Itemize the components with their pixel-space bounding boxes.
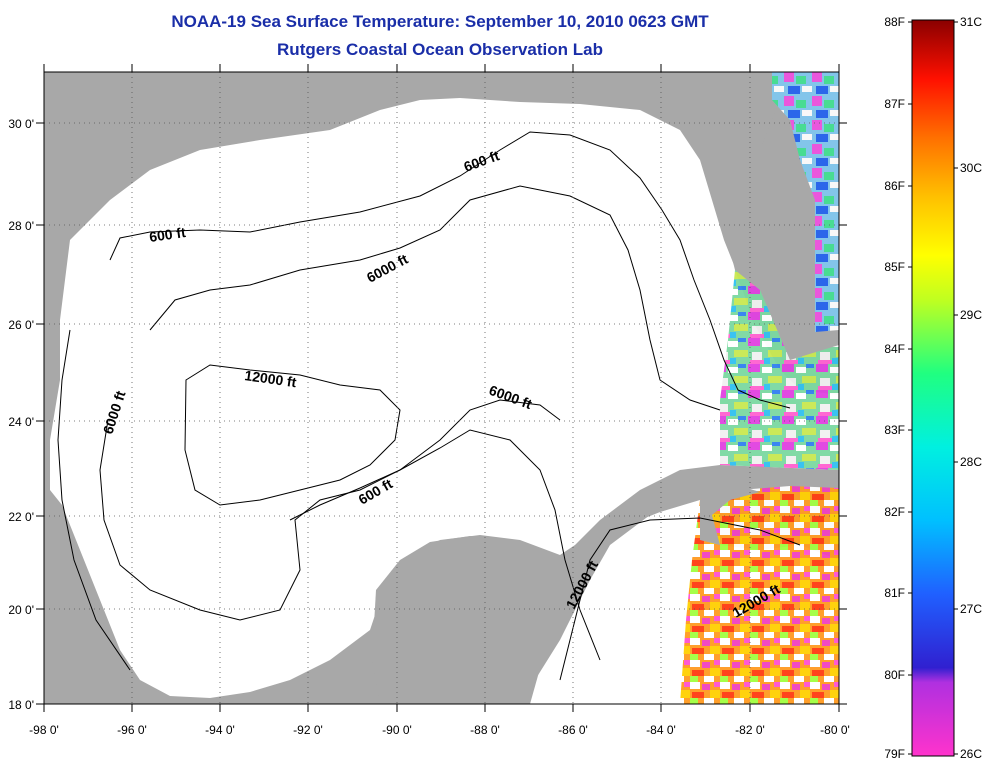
graticule [44, 72, 839, 704]
colorbar-f-label: 80F [884, 668, 905, 682]
colorbar-c-label: 30C [960, 161, 982, 175]
cuba-land [610, 466, 839, 522]
colorbar-f-label: 86F [884, 179, 905, 193]
lon-tick-label: -92 0' [293, 723, 323, 737]
colorbar-f-label: 85F [884, 260, 905, 274]
lon-tick-label: -88 0' [470, 723, 500, 737]
contour-6000ft-north [149, 185, 721, 411]
colorbar-f-label: 79F [884, 747, 905, 761]
contour-label-12000ft-center: 12000 ft [244, 367, 298, 390]
lat-tick-label: 26 0' [8, 318, 34, 332]
lat-tick-label: 24 0' [8, 415, 34, 429]
lon-tick-label: -82 0' [735, 723, 765, 737]
colorbar-f-label: 87F [884, 97, 905, 111]
contour-600ft-south [289, 429, 601, 661]
colorbar-f-label: 81F [884, 586, 905, 600]
lon-tick-label: -94 0' [205, 723, 235, 737]
contour-west-coast [57, 329, 131, 671]
sst-swath-atlantic [772, 72, 839, 332]
bathymetry-contours [57, 131, 801, 681]
lat-tick-label: 20 0' [8, 603, 34, 617]
contour-6000ft-west [99, 399, 561, 621]
colorbar-c-label: 26C [960, 747, 982, 761]
colorbar-ticks [908, 21, 958, 755]
lat-tick-label: 28 0' [8, 219, 34, 233]
gulf-of-mexico-water [50, 98, 839, 698]
temperature-colorbar [911, 19, 955, 757]
colorbar-f-label: 84F [884, 342, 905, 356]
lon-tick-label: -90 0' [382, 723, 412, 737]
lon-tick-label: -80 0' [820, 723, 850, 737]
sst-swath-caribbean [680, 486, 839, 704]
colorbar-f-label: 82F [884, 505, 905, 519]
colorbar-c-label: 27C [960, 602, 982, 616]
colorbar-c-label: 29C [960, 308, 982, 322]
yucatan-land [372, 536, 560, 704]
lon-tick-label: -86 0' [558, 723, 588, 737]
sst-swath-florida-straits [720, 270, 839, 470]
map-subtitle: Rutgers Coastal Ocean Observation Lab [277, 40, 603, 59]
lat-tick-label: 22 0' [8, 510, 34, 524]
contour-600ft-north [109, 131, 791, 409]
colorbar-f-label: 88F [884, 15, 905, 29]
lon-tick-label: -84 0' [646, 723, 676, 737]
lon-tick-label: -96 0' [117, 723, 147, 737]
colorbar-f-label: 83F [884, 423, 905, 437]
map-title: NOAA-19 Sea Surface Temperature: Septemb… [171, 12, 709, 31]
lat-tick-label: 18 0' [8, 698, 34, 712]
axis-ticks [36, 64, 847, 712]
lat-tick-label: 30 0' [8, 117, 34, 131]
contour-12000ft [184, 364, 401, 506]
colorbar-c-label: 28C [960, 455, 982, 469]
colorbar-c-label: 31C [960, 15, 982, 29]
map-frame [43, 71, 840, 705]
contour-label-600ft-west: 600 ft [148, 224, 187, 245]
lon-tick-label: -98 0' [29, 723, 59, 737]
cuba-land-overlay [700, 486, 760, 545]
